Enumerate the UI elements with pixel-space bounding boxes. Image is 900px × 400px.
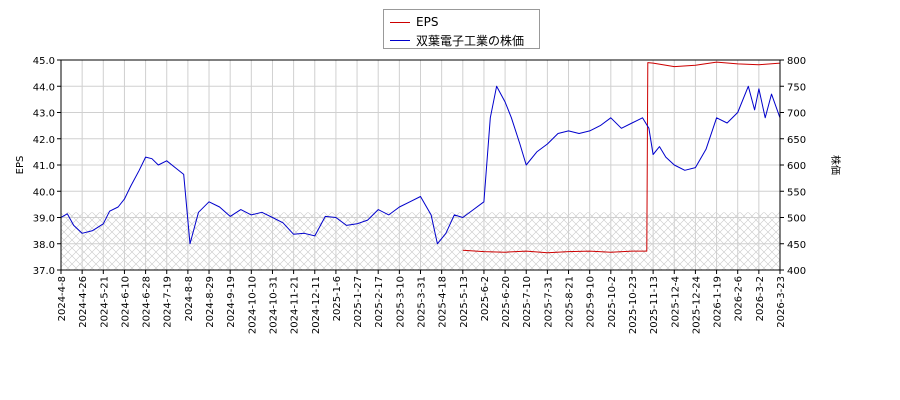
x-tick-label: 2025-6-20 [501,276,512,328]
x-tick-label: 2024-8-8 [184,276,195,321]
right-tick-label: 400 [787,266,806,277]
left-tick-label: 42.0 [33,135,55,146]
x-axis: 2024-4-8 2024-4-26 2024-5-21 2024-6-10 2024-… [57,270,787,334]
x-tick-label: 2024-4-26 [78,276,89,328]
left-tick-label: 41.0 [33,161,55,172]
right-tick-label: 600 [787,161,806,172]
right-tick-label: 800 [787,56,806,67]
price-line [61,85,780,245]
x-tick-label: 2025-1-27 [353,276,364,328]
x-tick-label: 2025-3-10 [395,276,406,328]
right-tick-label: 650 [787,135,806,146]
x-tick-label: 2025-6-2 [480,276,491,321]
x-tick-label: 2025-10-23 [628,276,639,334]
x-tick-label: 2025-12-24 [691,276,702,334]
right-tick-label: 500 [787,214,806,225]
x-tick-label: 2024-12-11 [311,276,322,334]
x-tick-label: 2025-7-31 [543,276,554,328]
left-axis-label: EPS [15,156,26,175]
x-tick-label: 2024-6-28 [142,276,153,328]
legend-swatch-price [390,39,410,41]
x-tick-label: 2025-1-6 [332,276,343,321]
x-tick-label: 2025-10-2 [607,276,618,328]
x-tick-label: 2024-9-19 [226,276,237,328]
left-tick-label: 44.0 [33,82,55,93]
left-axis: 37.0 38.0 39.0 40.0 41.0 42.0 43.0 44.0 45.0 [33,56,61,277]
x-tick-label: 2024-7-19 [163,276,174,328]
right-tick-label: 750 [787,82,806,93]
x-tick-label: 2026-3-23 [776,276,787,328]
x-tick-label: 2026-3-2 [755,276,766,321]
x-tick-label: 2025-4-18 [438,276,449,328]
x-tick-label: 2025-7-10 [522,276,533,328]
x-tick-label: 2024-11-21 [290,276,301,334]
x-tick-label: 2024-4-8 [57,276,68,321]
left-tick-label: 39.0 [33,214,55,225]
x-tick-label: 2026-2-6 [734,276,745,321]
left-tick-label: 40.0 [33,187,55,198]
left-tick-label: 37.0 [33,266,55,277]
legend: EPS 双葉電子工業の株価 [383,9,540,49]
x-tick-label: 2025-8-21 [565,276,576,328]
left-tick-label: 43.0 [33,109,55,120]
x-tick-label: 2025-5-13 [459,276,470,328]
x-tick-label: 2024-10-31 [268,276,279,334]
x-tick-label: 2026-1-19 [713,276,724,328]
legend-item-eps: EPS [390,14,438,30]
x-tick-label: 2025-12-4 [670,276,681,328]
x-tick-label: 2025-11-13 [649,276,660,334]
series-lines [61,61,780,254]
x-tick-label: 2025-3-31 [417,276,428,328]
legend-label-eps: EPS [416,15,439,29]
x-tick-label: 2025-9-10 [586,276,597,328]
left-tick-label: 38.0 [33,240,55,251]
right-tick-label: 700 [787,109,806,120]
eps-line [462,61,780,254]
right-axis: 400 450 500 550 600 650 700 750 800 [780,56,806,277]
right-tick-label: 550 [787,187,806,198]
x-tick-label: 2025-2-17 [374,276,385,328]
x-tick-label: 2024-10-10 [247,276,258,334]
x-tick-label: 2024-6-10 [120,276,131,328]
legend-label-price: 双葉電子工業の株価 [416,33,525,48]
legend-swatch-eps [390,21,410,23]
right-axis-label: 株価 [829,155,842,175]
right-tick-label: 450 [787,240,806,251]
left-tick-label: 45.0 [33,56,55,67]
grid [60,59,781,271]
x-tick-label: 2024-5-21 [99,276,110,328]
x-tick-label: 2024-8-29 [205,276,216,328]
legend-item-price: 双葉電子工業の株価 [390,32,524,48]
